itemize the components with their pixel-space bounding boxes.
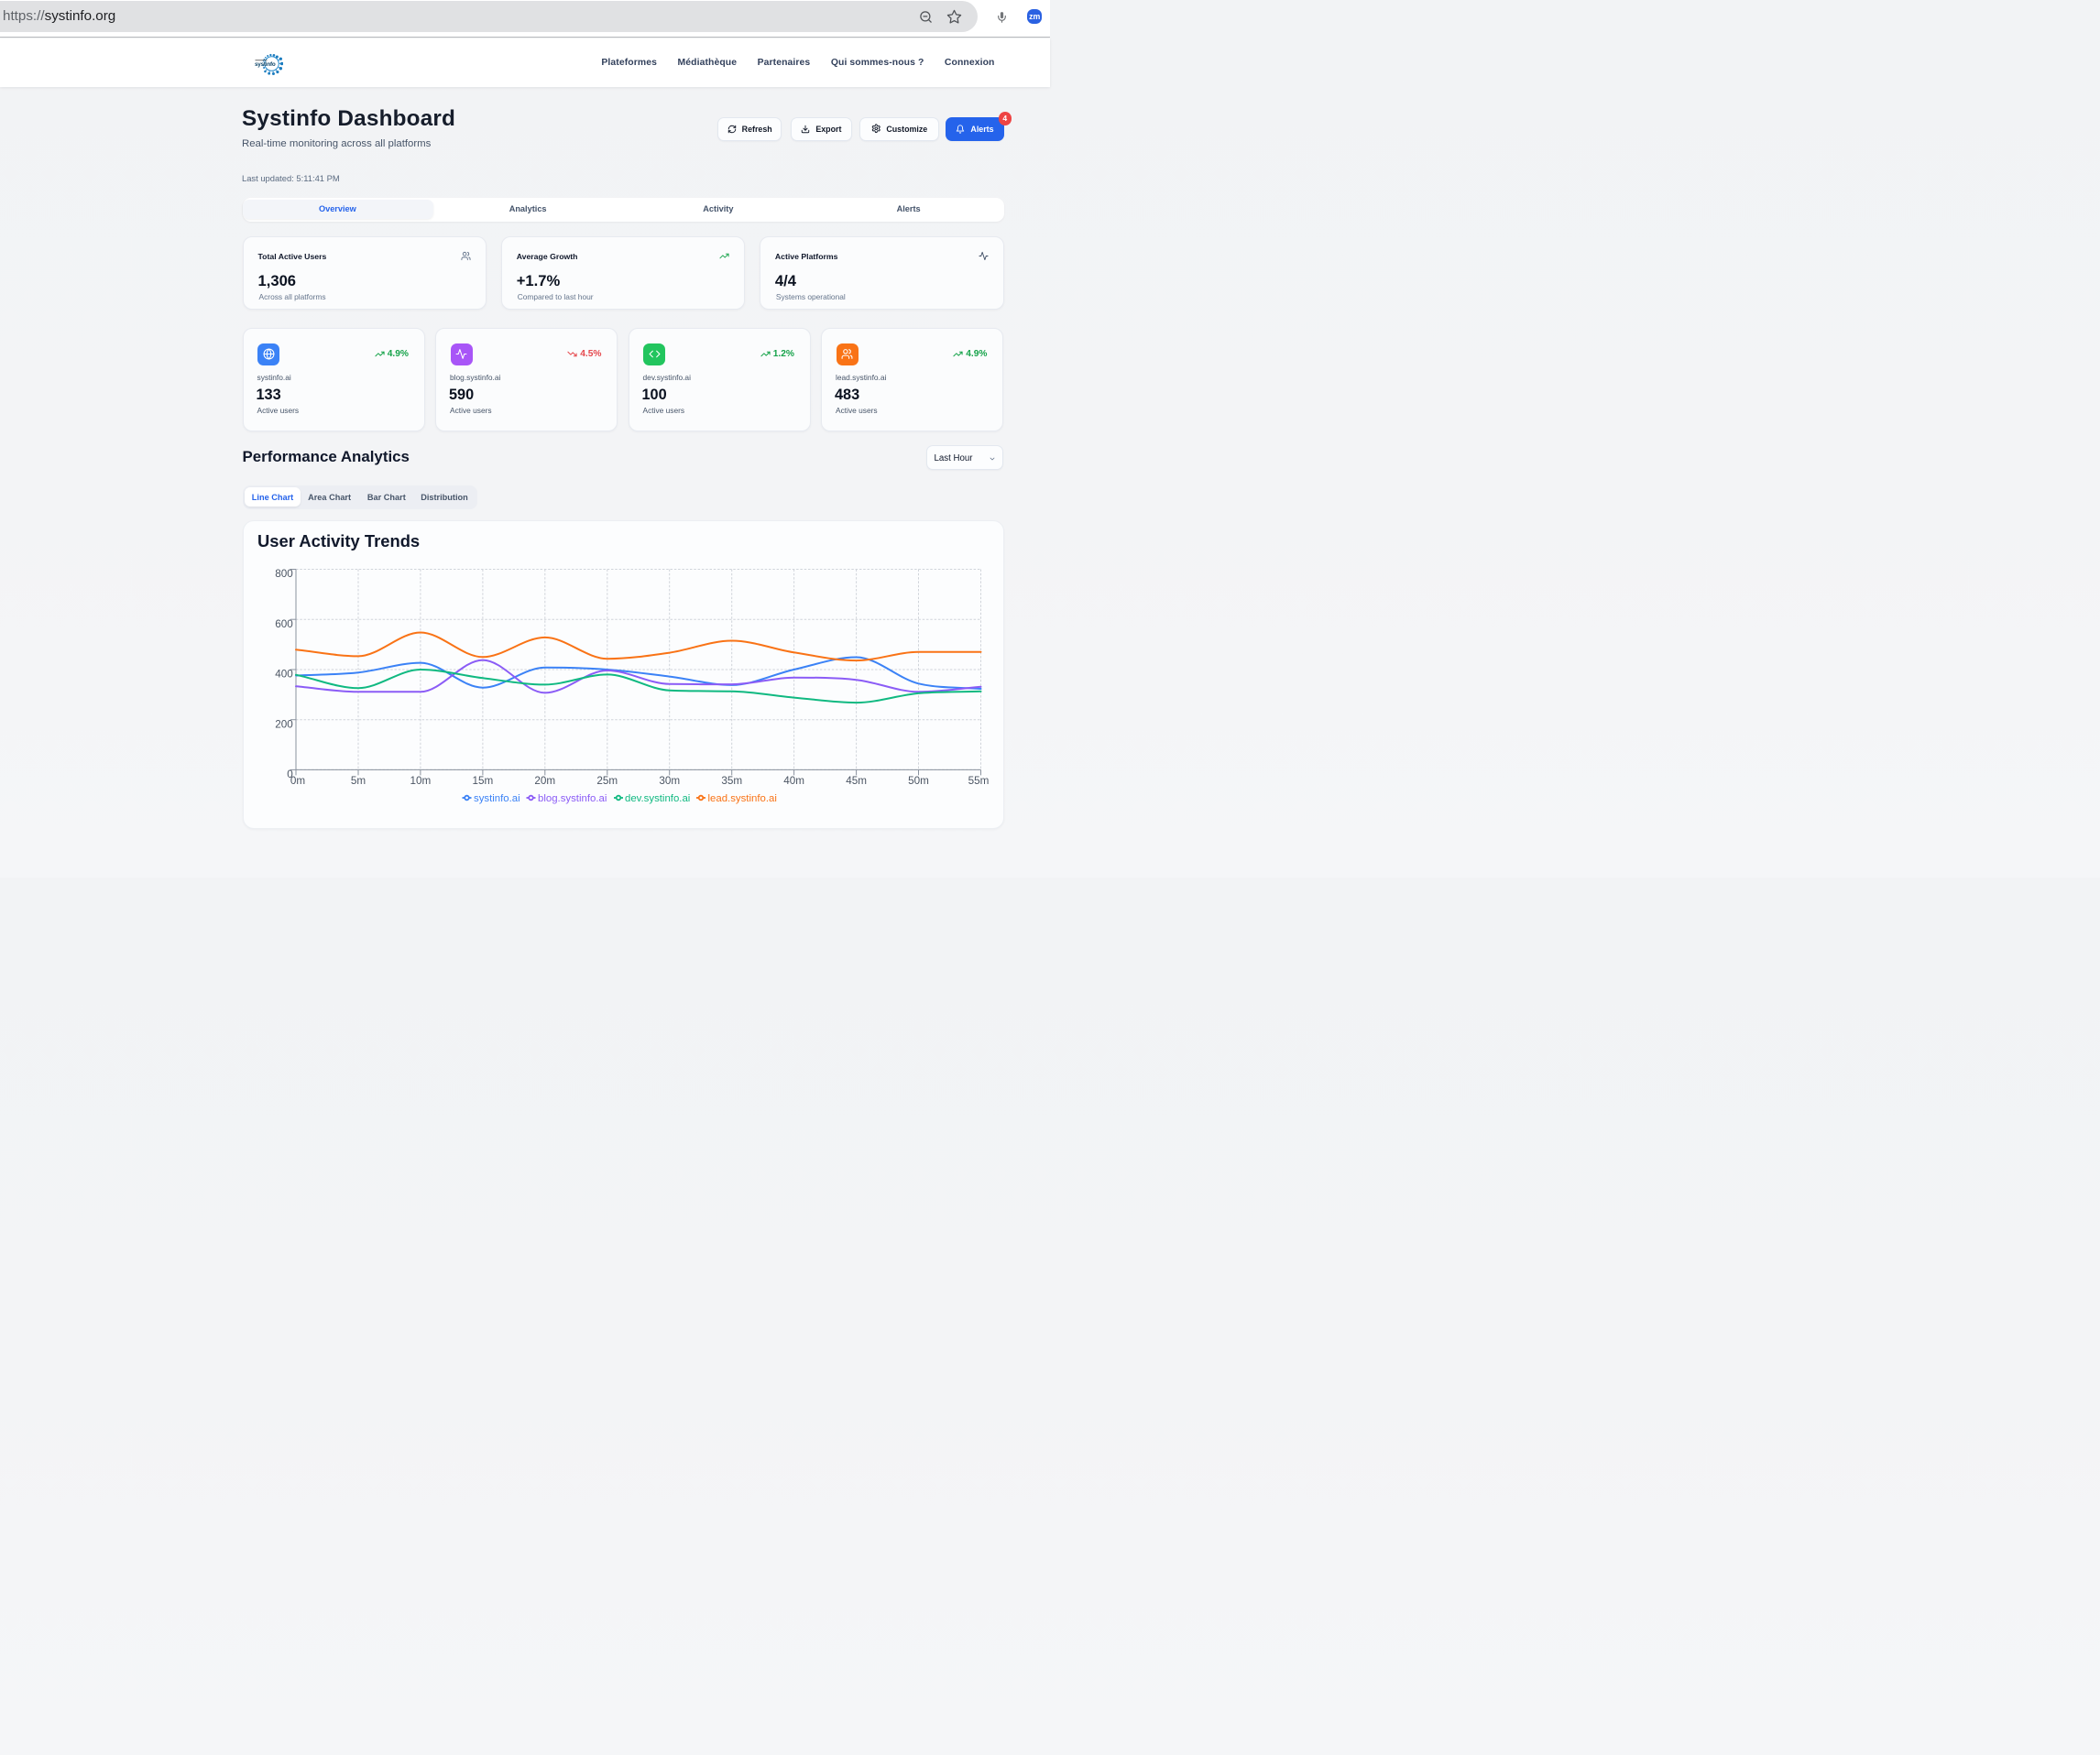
svg-text:800: 800 — [275, 568, 293, 580]
svg-text:400: 400 — [275, 669, 293, 681]
svg-text:blog.systinfo.ai: blog.systinfo.ai — [538, 793, 607, 804]
svg-text:35m: 35m — [721, 775, 742, 787]
svg-text:55m: 55m — [968, 775, 990, 787]
svg-text:20m: 20m — [534, 775, 555, 787]
svg-text:15m: 15m — [473, 775, 494, 787]
svg-text:dev.systinfo.ai: dev.systinfo.ai — [625, 793, 690, 804]
svg-text:0m: 0m — [290, 775, 305, 787]
svg-text:lead.systinfo.ai: lead.systinfo.ai — [708, 793, 777, 804]
svg-text:5m: 5m — [351, 775, 366, 787]
svg-text:0: 0 — [287, 768, 293, 780]
svg-text:600: 600 — [275, 618, 293, 630]
svg-text:25m: 25m — [596, 775, 618, 787]
svg-text:40m: 40m — [783, 775, 804, 787]
svg-text:systinfo.ai: systinfo.ai — [474, 793, 520, 804]
svg-text:systinfo: systinfo — [255, 61, 276, 68]
svg-text:200: 200 — [275, 718, 293, 730]
svg-text:45m: 45m — [846, 775, 867, 787]
svg-text:50m: 50m — [908, 775, 929, 787]
svg-text:30m: 30m — [659, 775, 680, 787]
svg-text:10m: 10m — [410, 775, 432, 787]
